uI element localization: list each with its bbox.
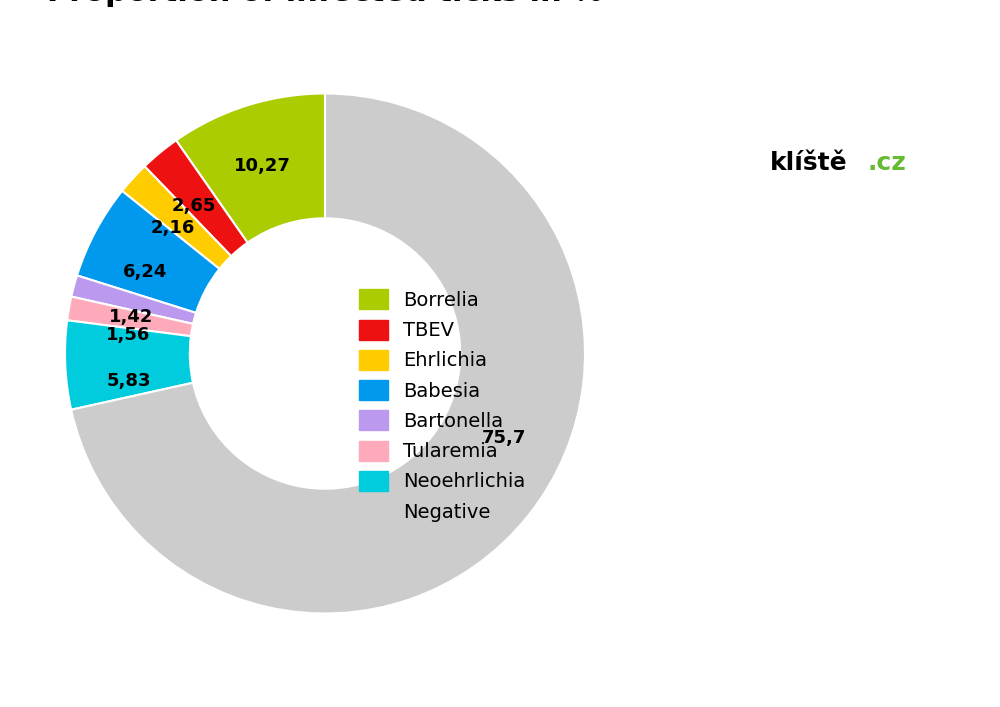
Text: 75,7: 75,7 — [482, 429, 526, 447]
Legend: Borrelia, TBEV, Ehrlichia, Babesia, Bartonella, Tularemia, Neoehrlichia, Negativ: Borrelia, TBEV, Ehrlichia, Babesia, Bart… — [351, 281, 533, 530]
Wedge shape — [122, 166, 231, 269]
Wedge shape — [67, 296, 193, 337]
Text: 6,24: 6,24 — [123, 262, 167, 281]
Text: klíště: klíště — [770, 151, 848, 175]
Wedge shape — [65, 320, 193, 410]
Wedge shape — [145, 141, 248, 256]
Title: Proportion of infected ticks in %: Proportion of infected ticks in % — [47, 0, 603, 7]
Text: 10,27: 10,27 — [234, 157, 291, 175]
Wedge shape — [176, 93, 325, 243]
Text: 1,42: 1,42 — [109, 308, 153, 326]
Text: .cz: .cz — [868, 151, 907, 175]
Text: 5,83: 5,83 — [107, 372, 152, 390]
Wedge shape — [71, 276, 196, 324]
Text: 2,16: 2,16 — [151, 218, 195, 237]
Wedge shape — [71, 93, 585, 614]
Wedge shape — [77, 191, 219, 313]
Text: 2,65: 2,65 — [171, 197, 216, 215]
Text: 1,56: 1,56 — [106, 326, 150, 344]
